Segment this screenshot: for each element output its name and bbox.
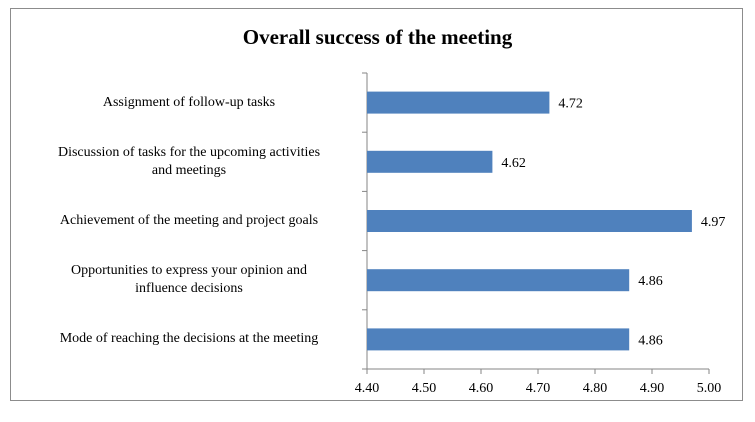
bar (367, 328, 630, 351)
x-tick-label: 4.80 (583, 381, 608, 396)
bar-value-label: 4.86 (638, 274, 663, 289)
category-label: Assignment of follow-up tasks (19, 94, 359, 112)
x-tick-label: 4.50 (412, 381, 437, 396)
x-tick-label: 5.00 (697, 381, 722, 396)
category-label-line: Opportunities to express your opinion an… (70, 263, 308, 279)
category-label-line: Achievement of the meeting and project g… (59, 213, 319, 228)
x-tick-label: 4.40 (355, 381, 380, 396)
bar-value-label: 4.97 (701, 215, 726, 230)
bar-value-label: 4.72 (558, 97, 583, 112)
category-label: Mode of reaching the decisions at the me… (19, 330, 359, 348)
category-label-line: Discussion of tasks for the upcoming act… (57, 144, 321, 160)
x-tick-label: 4.60 (469, 381, 494, 396)
category-label: Achievement of the meeting and project g… (19, 212, 359, 230)
plot-area: 4.40 4.50 4.60 4.70 4.80 4.90 5.00 4.72 4.62 4.97… (355, 72, 726, 396)
bar (367, 210, 692, 232)
bar (367, 91, 550, 114)
bar (367, 150, 493, 173)
bar (367, 269, 630, 292)
chart-title: Overall success of the meeting (242, 25, 513, 49)
x-tick-label: 4.70 (526, 381, 551, 396)
category-label: Opportunities to express your opinion an… (19, 262, 359, 298)
category-label-line: and meetings (151, 162, 227, 178)
category-label-line: Mode of reaching the decisions at the me… (59, 331, 319, 347)
category-label-line: Assignment of follow-up tasks (102, 94, 276, 110)
category-label: Discussion of tasks for the upcoming act… (19, 144, 359, 180)
bar-value-label: 4.62 (501, 156, 526, 171)
category-label-line: influence decisions (135, 281, 243, 297)
x-tick-label: 4.90 (640, 381, 665, 396)
chart-frame: Overall success of the meeting Assignmen… (10, 8, 743, 401)
bar-value-label: 4.86 (638, 333, 663, 348)
